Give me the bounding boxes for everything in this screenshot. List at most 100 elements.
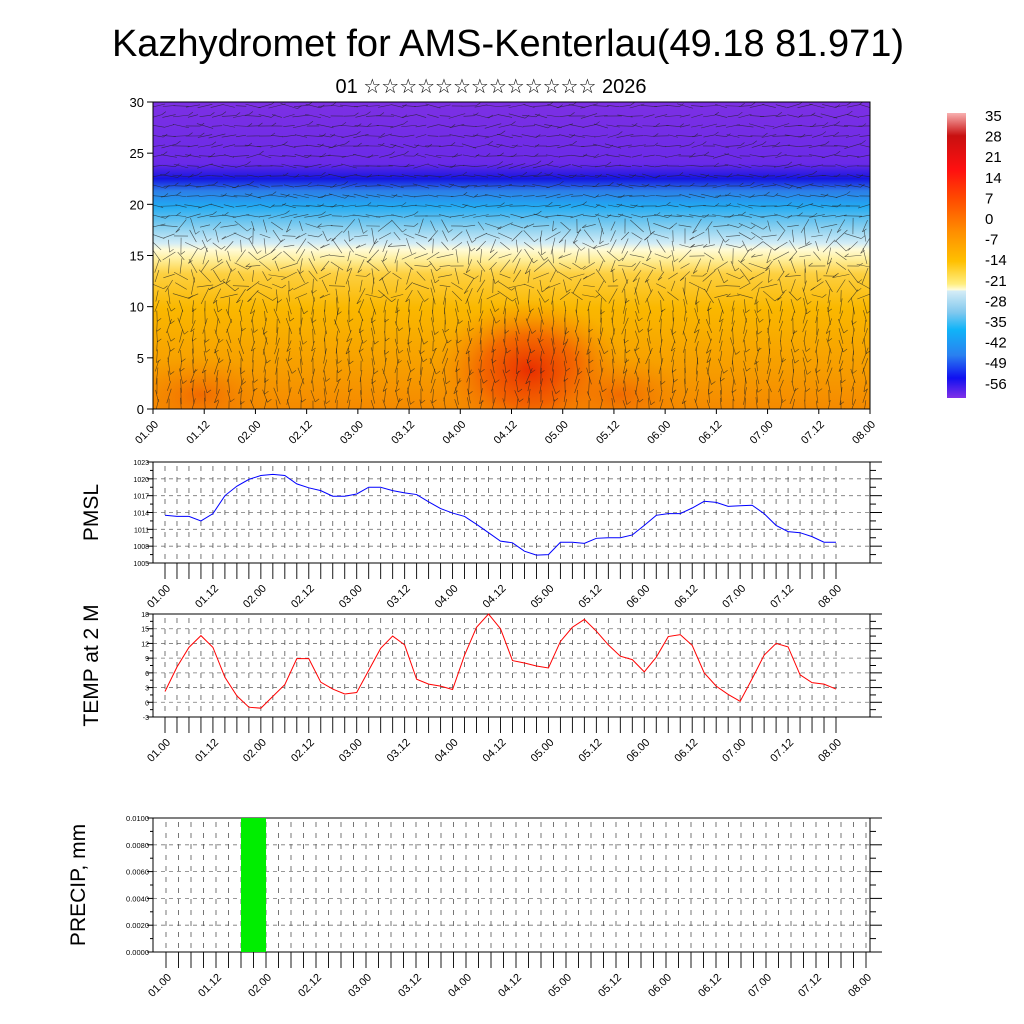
x-tick-label: 01.00 [146,972,174,1000]
wind-barb-flag [504,330,510,334]
wind-barb [438,274,452,278]
wind-barb-flag [356,131,361,135]
wind-barb-flag [176,212,181,216]
wind-barb [655,184,667,188]
wind-barb [175,215,187,217]
wind-barb-flag [325,378,330,382]
wind-barb [678,224,692,228]
wind-barb [703,114,715,118]
wind-barb-flag [777,297,782,301]
wind-barb [739,282,751,290]
wind-barb [838,328,844,344]
wind-barb [419,310,423,322]
wind-barb-flag [595,294,601,298]
wind-barb [851,387,855,405]
wind-barb [647,369,651,383]
wind-barb-flag [366,273,371,277]
wind-barb-flag [188,111,194,116]
wind-barb [761,134,777,138]
wind-barb [776,220,786,232]
wind-barb [539,400,544,409]
wind-barb [405,289,413,303]
wind-barb-flag [379,112,385,116]
wind-barb [628,144,646,148]
wind-barb [468,377,470,395]
wind-barb [214,389,220,403]
wind-barb [575,309,579,323]
wind-barb [426,251,440,261]
wind-barb [761,144,777,148]
wind-barb [365,293,381,299]
wind-barb [540,237,542,255]
wind-barb [808,144,826,148]
x-tick-label: 07.12 [796,972,824,1000]
wind-barb [441,348,449,364]
wind-barb [473,174,489,178]
wind-barb [790,348,796,364]
wind-barb-flag [446,411,450,414]
wind-barb [491,329,495,343]
wind-barb-flag [860,183,865,188]
wind-barb [803,280,807,292]
wind-barb [606,104,620,108]
wind-barb-flag [874,174,878,177]
wind-barb [840,380,842,392]
wind-barb-flag [838,368,844,372]
wind-barb-flag [548,160,554,165]
wind-barb [462,175,476,177]
wind-barb-flag [455,368,460,372]
wind-barb-flag [190,379,195,384]
wind-barb-flag [359,348,364,353]
wind-barb [286,340,292,352]
wind-barb [751,281,763,291]
wind-barb [702,270,716,282]
wind-barb [703,252,715,260]
wind-barb [822,239,836,253]
wind-barb [175,282,187,290]
wind-barb [311,309,315,323]
wind-barb [789,388,797,404]
wind-barb [833,125,849,127]
wind-barb [510,223,524,229]
wind-barb [811,114,823,118]
wind-barb-flag [403,120,408,125]
wind-barb [632,240,642,252]
wind-barb [486,233,500,239]
wind-barb [610,221,616,231]
wind-barb [233,232,249,240]
wind-barb-flag [711,381,716,385]
wind-barb-flag [180,367,185,372]
wind-barb [239,367,243,385]
wind-barb [631,124,643,128]
wind-barb [511,195,523,197]
wind-barb [184,204,202,208]
wind-barb-flag [691,152,696,157]
wind-barb [523,283,535,289]
wind-barb [203,350,207,362]
wind-barb [559,155,571,157]
wind-barb [233,114,249,118]
wind-barb [312,278,314,294]
wind-barb-flag [835,150,841,155]
wind-barb [572,241,582,251]
wind-barb [696,299,698,313]
wind-barb [573,228,581,244]
wind-barb [724,153,742,159]
wind-barb [187,293,199,299]
y-tick-label: 0 [145,700,149,707]
wind-barb [648,397,650,409]
wind-barb [524,258,534,274]
wind-barb [569,273,585,279]
wind-barb [772,135,790,137]
wind-barb [834,145,848,147]
wind-barb [643,114,655,118]
wind-barb-flag [572,140,577,145]
wind-barb [155,389,159,403]
wind-barb [427,230,439,242]
wind-barb [354,174,368,178]
wind-barb [669,397,675,409]
x-tick-label: 07.12 [768,737,796,765]
wind-barb [371,227,375,245]
wind-barb [828,400,831,409]
wind-barb [838,360,844,372]
